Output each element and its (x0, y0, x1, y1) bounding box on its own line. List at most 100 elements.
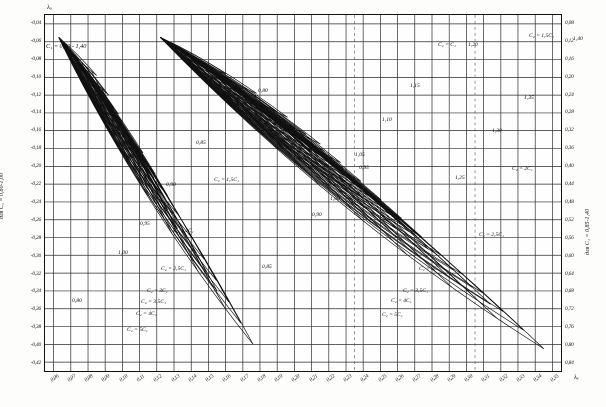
annotation-l-c5: C₂ = 5C₁ (127, 327, 148, 333)
y-tick-left: -0,26 (30, 216, 41, 223)
lambda-e-symbol: λₑ (574, 374, 579, 381)
y-tick-right: 0,40 (565, 163, 574, 170)
y-tick-right: 0,44 (565, 181, 574, 188)
y-tick-left: -0,18 (30, 145, 41, 152)
x-tick: 0,07 (66, 373, 77, 384)
annotation-l-090: 0,90 (166, 182, 176, 188)
y-tick-right: 0,12 (565, 37, 574, 44)
y-tick-right: 0,20 (565, 73, 574, 80)
x-tick: 0,12 (152, 373, 164, 384)
y-tick-right: 0,52 (565, 216, 574, 223)
annotation-r-135: 1,35 (524, 95, 534, 101)
annotation-r-090: 0,90 (312, 212, 322, 218)
y-tick-right: 0,72 (565, 306, 574, 313)
y-tick-left: -0,12 (30, 91, 41, 98)
y-tick-left: -0,20 (30, 163, 41, 170)
x-tick: 0,17 (239, 373, 250, 384)
y-tick-left: -0,04 (30, 19, 41, 26)
x-tick: 0,34 (532, 373, 544, 384)
lambda-a-symbol: λₐ (47, 4, 52, 11)
x-tick: 0,20 (290, 373, 302, 384)
y-tick-left: -0,30 (30, 252, 41, 259)
x-tick: 0,14 (187, 373, 198, 384)
annotation-l-c3: C₂ = 3C₁ (147, 288, 168, 294)
annotation-r-140: 1,40 (573, 36, 583, 42)
y-tick-left: -0,22 (30, 181, 41, 188)
annotation-l-c35: C₂ = 3,5C₁ (141, 299, 166, 305)
x-tick: 0,21 (308, 373, 319, 384)
y-tick-right: 0,64 (565, 270, 574, 277)
x-tick: 0,09 (100, 373, 112, 384)
y-tick-left: -0,14 (30, 109, 41, 116)
x-tick: 0,13 (170, 373, 181, 384)
x-tick: 0,19 (273, 373, 285, 384)
x-tick: 0,18 (256, 373, 267, 384)
x-tick: 0,32 (498, 373, 509, 384)
x-tick: 0,23 (342, 373, 354, 384)
x-tick: 0,31 (480, 373, 492, 384)
y-tick-left: -0,36 (30, 306, 41, 313)
annotation-l-c2: C₂ = 2C₁ (173, 228, 194, 234)
y-tick-right: 0,56 (565, 234, 574, 241)
x-tick: 0,35 (549, 373, 561, 384)
y-tick-left: -0,38 (30, 324, 41, 331)
x-tick: 0,10 (118, 373, 129, 384)
y-tick-right: 0,84 (565, 360, 574, 367)
x-tick: 0,27 (411, 373, 423, 384)
annotation-note-c1: C₁ = 0,80 - 1,40 (46, 43, 87, 50)
annotation-r-105: 1,05 (355, 152, 365, 158)
annotation-r-120: 1,20 (468, 42, 478, 48)
annotation-l-085: 0,85 (196, 140, 206, 146)
annotation-l-c15: C₂ = 1,5C₁ (214, 177, 239, 183)
y-tick-left: -0,40 (30, 342, 41, 349)
y-tick-left: -0,06 (30, 37, 41, 44)
y-tick-left: -0,32 (30, 270, 41, 277)
annotation-l-080: 0,80 (258, 88, 268, 94)
x-tick: 0,15 (204, 373, 216, 384)
y-tick-right: 0,80 (565, 342, 574, 349)
y-tick-left: -0,42 (30, 360, 41, 367)
y-tick-left: -0,24 (30, 198, 41, 205)
annotation-r-115: 1,15 (410, 83, 420, 89)
x-tick: 0,26 (394, 373, 405, 384)
y-tick-right: 0,68 (565, 288, 574, 295)
y-tick-left: -0,28 (30, 234, 41, 241)
y-tick-left: -0,10 (30, 73, 41, 80)
x-tick: 0,29 (446, 373, 457, 384)
annotation-r-110: 1,10 (382, 117, 392, 123)
annotation-l-095: 0,95 (140, 221, 150, 227)
y-tick-left: -0,34 (30, 288, 41, 295)
grid-layer (45, 15, 561, 371)
annotation-r-c2: C₂ = 2C₁ (512, 166, 533, 172)
x-tick: 0,16 (221, 373, 233, 384)
annotation-l-c2-c1: C₂ = C₁ (227, 88, 245, 94)
curve-layer (45, 15, 561, 371)
plot-area (44, 14, 562, 372)
annotation-r-c2-c1: C₂ = C₁ (438, 42, 456, 48)
y-tick-right: 0,76 (565, 324, 574, 331)
x-tick: 0,33 (515, 373, 526, 384)
annotation-r-095: 0,95 (359, 165, 369, 171)
x-tick: 0,24 (359, 373, 371, 384)
x-tick: 0,30 (463, 373, 475, 384)
annotation-r-125: 1,25 (455, 175, 465, 181)
y-tick-right: 0,24 (565, 91, 574, 98)
y-tick-right: 0,08 (565, 19, 574, 26)
annotation-l-c4: C₂ = 4C₁ (136, 311, 157, 317)
y-tick-right: 0,60 (565, 252, 574, 259)
annotation-l-c25: C₂ = 2,5C₁ (161, 266, 186, 272)
x-tick: 0,11 (135, 373, 146, 384)
x-tick: 0,22 (325, 373, 336, 384)
y-tick-right: 0,28 (565, 109, 574, 116)
annotation-r-c25: C₂ = 2,5C₁ (479, 232, 504, 238)
annotation-r-c4: C₂ = 4C₁ (391, 298, 412, 304)
annotation-r-130: 1,30 (492, 128, 502, 134)
annotation-r-c3: C₂ = 3C₁ (419, 266, 440, 272)
y-axis-right-title: для C₁ = 0,85-1,40 (585, 208, 591, 256)
annotation-r-c35: C₂ = 3,5C₁ (403, 288, 428, 294)
annotation-r-c5: C₂ = 5C₁ (382, 312, 403, 318)
x-tick: 0,08 (83, 373, 95, 384)
y-tick-right: 0,48 (565, 198, 574, 205)
annotation-l-100: 1,00 (118, 250, 128, 256)
